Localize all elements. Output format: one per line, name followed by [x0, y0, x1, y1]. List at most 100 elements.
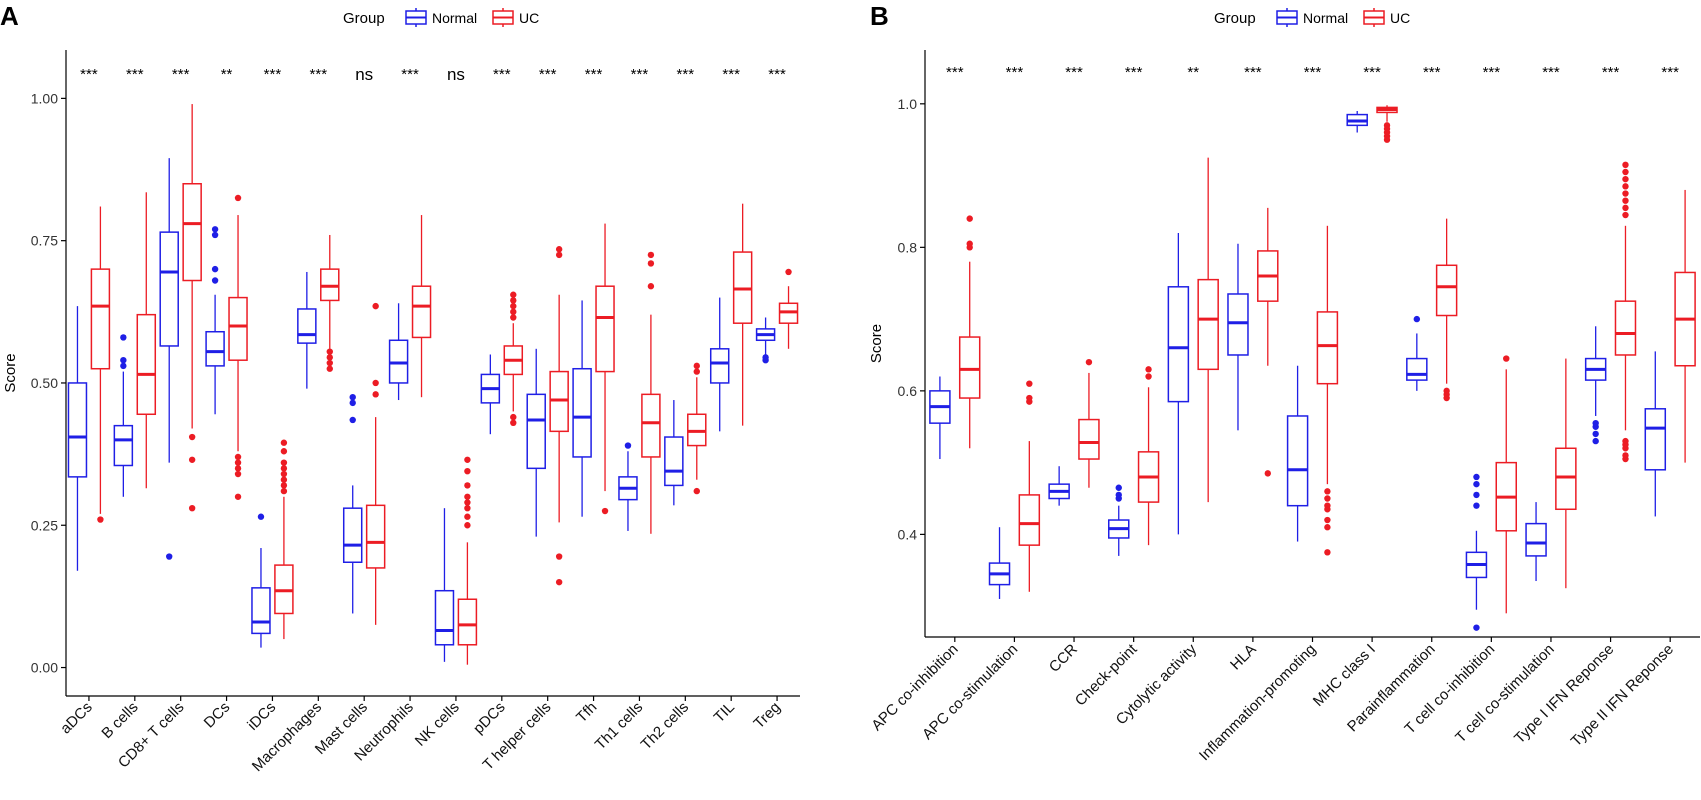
outlier-point: [1324, 524, 1331, 531]
outlier-point: [510, 302, 517, 310]
box-normal: [709, 297, 730, 432]
box-normal: [388, 303, 409, 401]
box-uc: [1137, 366, 1160, 546]
box-normal: [1108, 484, 1130, 556]
box-iqr: [90, 268, 111, 370]
outlier-point: [280, 448, 288, 455]
legend-key-uc: UC: [1363, 8, 1410, 27]
legend-label-normal: Normal: [432, 10, 477, 26]
box-uc: [595, 223, 615, 515]
outlier-point: [647, 260, 655, 267]
significance-label: ***: [585, 66, 603, 83]
box-uc: [1316, 225, 1339, 556]
box-iqr: [1406, 357, 1428, 381]
outlier-point: [1473, 491, 1480, 499]
significance-label: ***: [946, 64, 964, 81]
outlier-point: [555, 578, 563, 586]
outlier-point: [166, 553, 173, 560]
box-normal: [618, 442, 638, 531]
box-iqr: [365, 504, 386, 569]
outlier-point: [280, 465, 288, 472]
outlier-point: [234, 470, 242, 478]
significance-label: ***: [1661, 64, 1679, 81]
box-uc: [1495, 355, 1517, 614]
outlier-point: [647, 251, 655, 259]
legend-title: Group: [1214, 10, 1256, 27]
outlier-point: [693, 362, 700, 370]
box-iqr: [205, 330, 225, 367]
outlier-point: [464, 522, 471, 529]
outlier-point: [326, 359, 333, 367]
box-normal: [1346, 110, 1368, 133]
outlier-point: [1473, 473, 1480, 481]
significance-label: ***: [677, 66, 695, 83]
outlier-point: [120, 362, 127, 370]
box-normal: [434, 508, 455, 662]
significance-label: ***: [539, 66, 557, 83]
outlier-point: [280, 459, 288, 466]
outlier-point: [1473, 480, 1480, 488]
legend: Group Normal UC: [343, 8, 539, 27]
significance-label: **: [221, 66, 233, 83]
outlier-point: [349, 416, 356, 424]
outlier-point: [120, 356, 127, 364]
x-tick-label: Th2 cells: [638, 699, 692, 753]
outlier-point: [372, 391, 379, 398]
box-normal: [1406, 315, 1428, 391]
box-uc: [1018, 380, 1041, 592]
outlier-point: [647, 283, 655, 290]
box-normal: [297, 271, 317, 389]
box-uc: [1197, 157, 1219, 503]
outlier-point: [1503, 355, 1510, 362]
x-tick-label: CCR: [1046, 641, 1081, 676]
significance-label: ns: [355, 65, 373, 84]
outlier-point: [280, 470, 288, 478]
outlier-point: [555, 246, 563, 253]
box-iqr: [595, 285, 615, 373]
outlier-point: [510, 419, 517, 427]
outlier-point: [326, 348, 333, 355]
outlier-point: [1324, 516, 1331, 524]
legend: Group Normal UC: [1214, 8, 1410, 27]
x-tick-label: NK cells: [412, 699, 463, 750]
y-tick-label: 0.00: [31, 660, 58, 676]
outlier-point: [555, 251, 563, 259]
x-tick-label: HLA: [1227, 641, 1260, 674]
outlier-point: [211, 226, 219, 233]
significance-label: ***: [1065, 64, 1083, 81]
significance-label: ***: [1602, 64, 1620, 81]
box-normal: [664, 400, 684, 506]
box-iqr: [1227, 293, 1249, 356]
outlier-point: [211, 277, 219, 284]
box-normal: [342, 393, 363, 614]
outlier-point: [624, 442, 632, 449]
significance-label: ***: [768, 66, 786, 83]
significance-label: ***: [722, 66, 740, 83]
outlier-point: [234, 459, 242, 466]
box-uc: [549, 246, 569, 586]
box-uc: [136, 192, 157, 489]
outlier-point: [1324, 488, 1331, 495]
box-uc: [1435, 218, 1458, 402]
significance-label: ***: [401, 66, 419, 83]
outlier-point: [785, 268, 792, 276]
outlier-point: [464, 513, 471, 520]
x-tick-label: Inflammation-promoting: [1196, 641, 1319, 764]
box-normal: [929, 376, 951, 460]
outlier-point: [1026, 394, 1033, 402]
x-tick-label: Type II IFN Reponse: [1568, 641, 1677, 750]
x-tick-label: aDCs: [57, 699, 96, 738]
outlier-point: [464, 456, 471, 463]
x-tick-label: DCs: [201, 699, 234, 732]
x-tick-label: T cell co-stimulation: [1452, 641, 1558, 747]
significance-label: ***: [631, 66, 649, 83]
outlier-point: [280, 476, 288, 483]
x-tick-label: Th1 cells: [592, 699, 646, 753]
y-tick-label: 0.8: [898, 239, 918, 255]
box-uc: [958, 215, 981, 449]
box-uc: [274, 439, 294, 640]
significance-label: ***: [1542, 64, 1560, 81]
box-uc: [320, 234, 340, 372]
x-tick-label: Treg: [750, 699, 783, 732]
